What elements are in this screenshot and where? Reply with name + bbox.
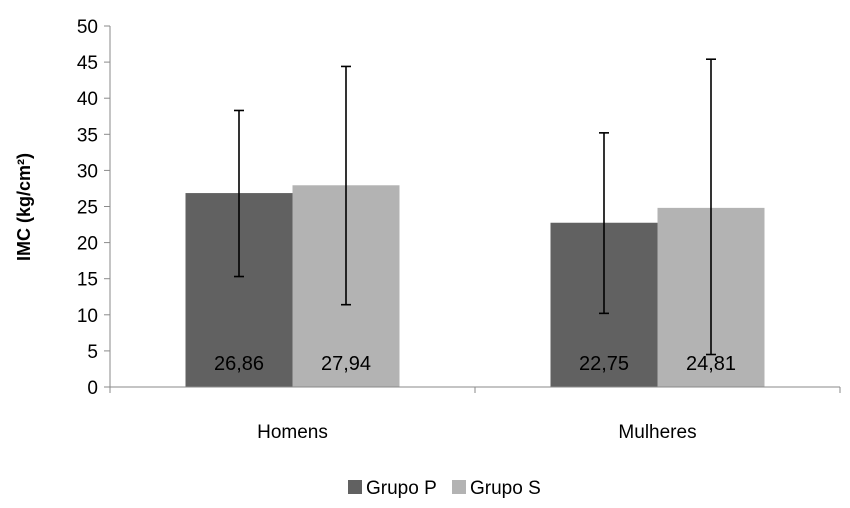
y-tick-label: 30 bbox=[77, 161, 98, 182]
legend-swatch bbox=[348, 480, 362, 494]
bars bbox=[185, 185, 765, 387]
error-bar bbox=[341, 65, 351, 306]
y-tick-label: 25 bbox=[77, 198, 98, 219]
legend-item-grupo-p: Grupo P bbox=[348, 478, 437, 499]
y-tick-label: 0 bbox=[87, 378, 98, 399]
legend: Grupo P Grupo S bbox=[348, 478, 541, 499]
error-bar bbox=[706, 58, 716, 356]
error-bars bbox=[234, 58, 716, 356]
data-label: 27,94 bbox=[321, 353, 371, 375]
legend-item-grupo-s: Grupo S bbox=[452, 478, 541, 499]
y-tick-label: 5 bbox=[87, 342, 98, 363]
y-axis-ticks: 0 5 10 15 20 25 30 35 40 45 50 bbox=[77, 17, 110, 399]
y-tick-label: 40 bbox=[77, 89, 98, 110]
legend-label: Grupo P bbox=[366, 478, 437, 499]
y-tick-label: 15 bbox=[77, 270, 98, 291]
legend-label: Grupo S bbox=[470, 478, 541, 499]
data-labels: 26,86 27,94 22,75 24,81 bbox=[214, 353, 736, 375]
y-tick-label: 20 bbox=[77, 234, 98, 255]
y-tick-label: 50 bbox=[77, 17, 98, 38]
axes bbox=[109, 26, 841, 393]
x-axis-categories: Homens Mulheres bbox=[257, 422, 696, 443]
y-tick-label: 10 bbox=[77, 306, 98, 327]
category-label-homens: Homens bbox=[257, 422, 328, 443]
category-label-mulheres: Mulheres bbox=[618, 422, 696, 443]
y-axis-label: IMC (kg/cm²) bbox=[14, 153, 34, 261]
y-tick-label: 45 bbox=[77, 53, 98, 74]
legend-swatch bbox=[452, 480, 466, 494]
error-bar bbox=[599, 132, 609, 315]
error-bar bbox=[234, 109, 244, 278]
data-label: 24,81 bbox=[686, 353, 736, 375]
y-tick-label: 35 bbox=[77, 125, 98, 146]
data-label: 26,86 bbox=[214, 353, 264, 375]
data-label: 22,75 bbox=[579, 353, 629, 375]
